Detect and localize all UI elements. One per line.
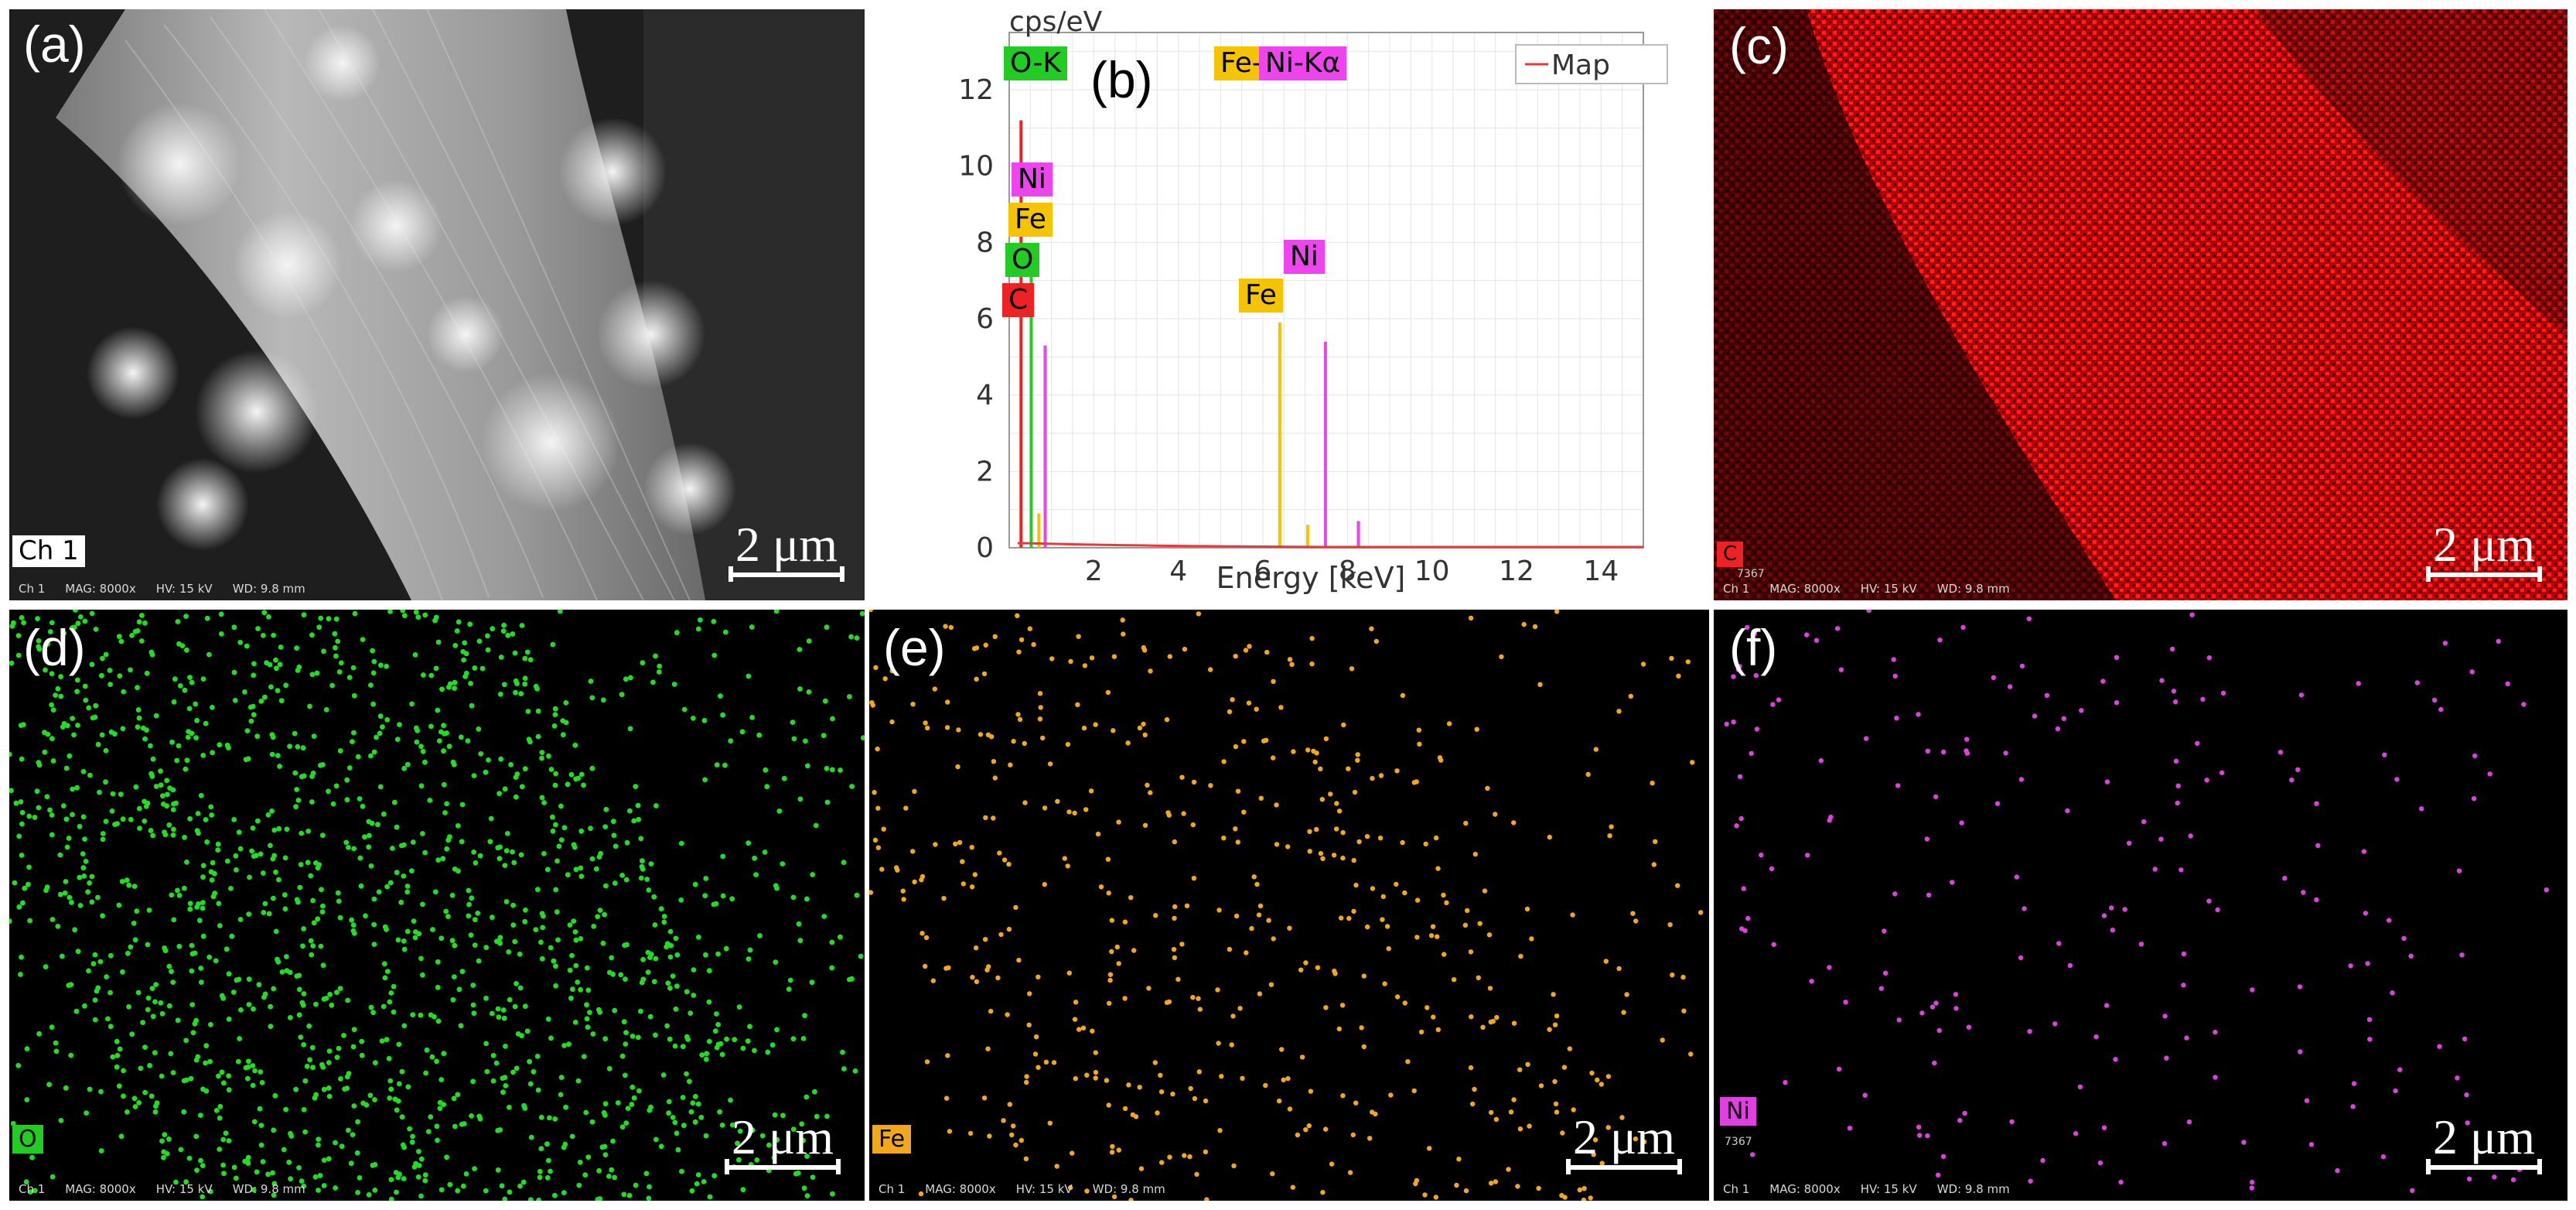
legend-entry-map: Map xyxy=(1551,50,1610,81)
scale-label: 2 μm xyxy=(2432,517,2536,572)
x-tick-label: 6 xyxy=(1254,555,1272,587)
footer-wd: WD: 9.8 mm xyxy=(1936,1182,2010,1196)
y-tick-label: 6 xyxy=(976,303,994,335)
scale-bar-line xyxy=(2426,566,2542,582)
panel-f-nickel-map: (f) Ni 7367 2 μm Ch 1 MAG: 8000x HV: 15 kV… xyxy=(1714,610,2567,1201)
sem-footer-d: Ch 1 MAG: 8000x HV: 15 kV WD: 9.8 mm xyxy=(19,1182,326,1196)
sem-footer-e: Ch 1 MAG: 8000x HV: 15 kV WD: 9.8 mm xyxy=(879,1182,1186,1196)
scale-bar-line xyxy=(2426,1159,2542,1174)
footer-mag: MAG: 8000x xyxy=(925,1182,996,1196)
scale-bar-line xyxy=(728,566,844,582)
y-tick-label: 8 xyxy=(976,227,994,258)
footer-wd: WD: 9.8 mm xyxy=(1936,582,2010,596)
peak-tag-fe-left: Fe xyxy=(1008,203,1053,237)
x-tick-label: 2 xyxy=(1085,555,1103,587)
y-tick-label: 12 xyxy=(958,74,994,106)
x-tick-labels: 2 4 6 8 10 12 14 xyxy=(1085,555,1619,587)
oxygen-map-image xyxy=(9,610,865,1201)
footer-hv: HV: 15 kV xyxy=(1015,1182,1073,1196)
x-tick-label: 14 xyxy=(1583,555,1619,587)
footer-channel: Ch 1 xyxy=(879,1182,906,1196)
footer-channel: Ch 1 xyxy=(1723,1182,1750,1196)
footer-mag: MAG: 8000x xyxy=(1769,582,1841,596)
footer-mag: MAG: 8000x xyxy=(65,582,136,596)
y-tick-label: 2 xyxy=(976,456,994,487)
eds-spectrum-chart: 2 4 6 8 10 12 14 0 2 4 6 8 10 12 cps/eV Energy [keV]… xyxy=(958,6,1668,595)
footer-channel: Ch 1 xyxy=(19,1182,46,1196)
peak-tag-ni-left: Ni xyxy=(1012,162,1053,197)
peak-lines xyxy=(1017,120,1643,549)
spectrum-baseline xyxy=(1017,542,1643,549)
panel-b-eds-spectrum: 2 4 6 8 10 12 14 0 2 4 6 8 10 12 cps/eV Energy [keV]… xyxy=(882,0,1709,603)
scale-label: 2 μm xyxy=(1572,1109,1676,1164)
sem-footer-c: Ch 1 MAG: 8000x HV: 15 kV WD: 9.8 mm xyxy=(1723,582,2030,596)
footer-hv: HV: 15 kV xyxy=(1860,582,1917,596)
x-tick-label: 10 xyxy=(1414,555,1450,587)
panel-label-e: (e) xyxy=(883,619,946,676)
panel-label-a: (a) xyxy=(23,15,86,73)
channel-tag: Ch 1 xyxy=(12,535,85,568)
y-tick-label: 4 xyxy=(976,380,994,412)
scale-bar-e: 2 μm xyxy=(1554,1109,1694,1174)
scale-bar-line xyxy=(1566,1159,1682,1174)
x-tick-label: 4 xyxy=(1169,555,1187,587)
x-axis-label: Energy [keV] xyxy=(1216,561,1406,595)
panel-a-sem-image: (a) Ch 1 2 μm Ch 1 MAG: 8000x HV: 15 kV WD:… xyxy=(9,9,865,600)
carbon-map-image xyxy=(1714,9,2567,600)
scale-bar-a: 2 μm xyxy=(721,517,852,582)
count-f: 7367 xyxy=(1725,1136,1752,1148)
panel-c-carbon-map: (c) C 7367 2 μm Ch 1 MAG: 8000x HV: 15 kV W… xyxy=(1714,9,2567,600)
footer-hv: HV: 15 kV xyxy=(155,1182,213,1196)
x-tick-label: 12 xyxy=(1499,555,1534,587)
footer-wd: WD: 9.8 mm xyxy=(1092,1182,1165,1196)
panel-e-iron-map: (e) Fe 2 μm Ch 1 MAG: 8000x HV: 15 kV WD: 9… xyxy=(869,610,1709,1201)
panel-label-d: (d) xyxy=(23,619,86,676)
footer-wd: WD: 9.8 mm xyxy=(232,1182,305,1196)
legend: Map xyxy=(1515,44,1668,84)
footer-channel: Ch 1 xyxy=(1723,582,1750,596)
footer-mag: MAG: 8000x xyxy=(1769,1182,1841,1196)
footer-wd: WD: 9.8 mm xyxy=(232,582,305,596)
y-tick-label: 0 xyxy=(976,532,994,564)
y-tick-label: 10 xyxy=(958,151,994,183)
panel-label-f: (f) xyxy=(1729,619,1778,676)
panel-label-c: (c) xyxy=(1729,17,1789,74)
y-axis-label: cps/eV xyxy=(1009,6,1103,38)
scale-bar-d: 2 μm xyxy=(713,1109,852,1174)
footer-hv: HV: 15 kV xyxy=(1860,1182,1917,1196)
peak-tag-ni-mid: Ni xyxy=(1284,240,1325,274)
scale-bar-f: 2 μm xyxy=(2414,1109,2554,1174)
sem-footer-f: Ch 1 MAG: 8000x HV: 15 kV WD: 9.8 mm xyxy=(1723,1182,2030,1196)
peak-tag-c-left: C xyxy=(1002,283,1035,317)
y-tick-labels: 0 2 4 6 8 10 12 xyxy=(958,74,994,564)
element-tag-ni: Ni xyxy=(1720,1097,1756,1126)
sem-footer-a: Ch 1 MAG: 8000x HV: 15 kV WD: 9.8 mm xyxy=(19,582,326,596)
scale-label: 2 μm xyxy=(731,1109,834,1164)
scale-bar-c: 2 μm xyxy=(2414,517,2554,582)
x-tick-label: 8 xyxy=(1339,555,1356,587)
panel-d-oxygen-map: (d) O 2 μm Ch 1 MAG: 8000x HV: 15 kV WD: 9.… xyxy=(9,610,865,1201)
peak-tag-fe-mid: Fe xyxy=(1239,279,1283,313)
scale-label: 2 μm xyxy=(735,517,838,572)
footer-mag: MAG: 8000x xyxy=(65,1182,136,1196)
peak-tag-ni-ka: Ni-Kα xyxy=(1259,46,1347,80)
sem-micrograph xyxy=(9,9,865,600)
element-tag-c: C xyxy=(1717,542,1744,567)
element-tag-o: O xyxy=(12,1125,43,1154)
iron-map-image xyxy=(869,610,1704,1201)
footer-hv: HV: 15 kV xyxy=(155,582,213,596)
scale-bar-line xyxy=(725,1159,841,1174)
panel-label-b: (b) xyxy=(1090,51,1153,108)
nickel-map-image xyxy=(1724,610,2549,1193)
count-c: 7367 xyxy=(1737,568,1765,580)
peak-tag-o-k: O-K xyxy=(1004,46,1067,80)
peak-tag-o-left: O xyxy=(1005,243,1040,277)
footer-channel: Ch 1 xyxy=(19,582,46,596)
element-tag-fe: Fe xyxy=(872,1125,912,1154)
scale-label: 2 μm xyxy=(2432,1109,2536,1164)
